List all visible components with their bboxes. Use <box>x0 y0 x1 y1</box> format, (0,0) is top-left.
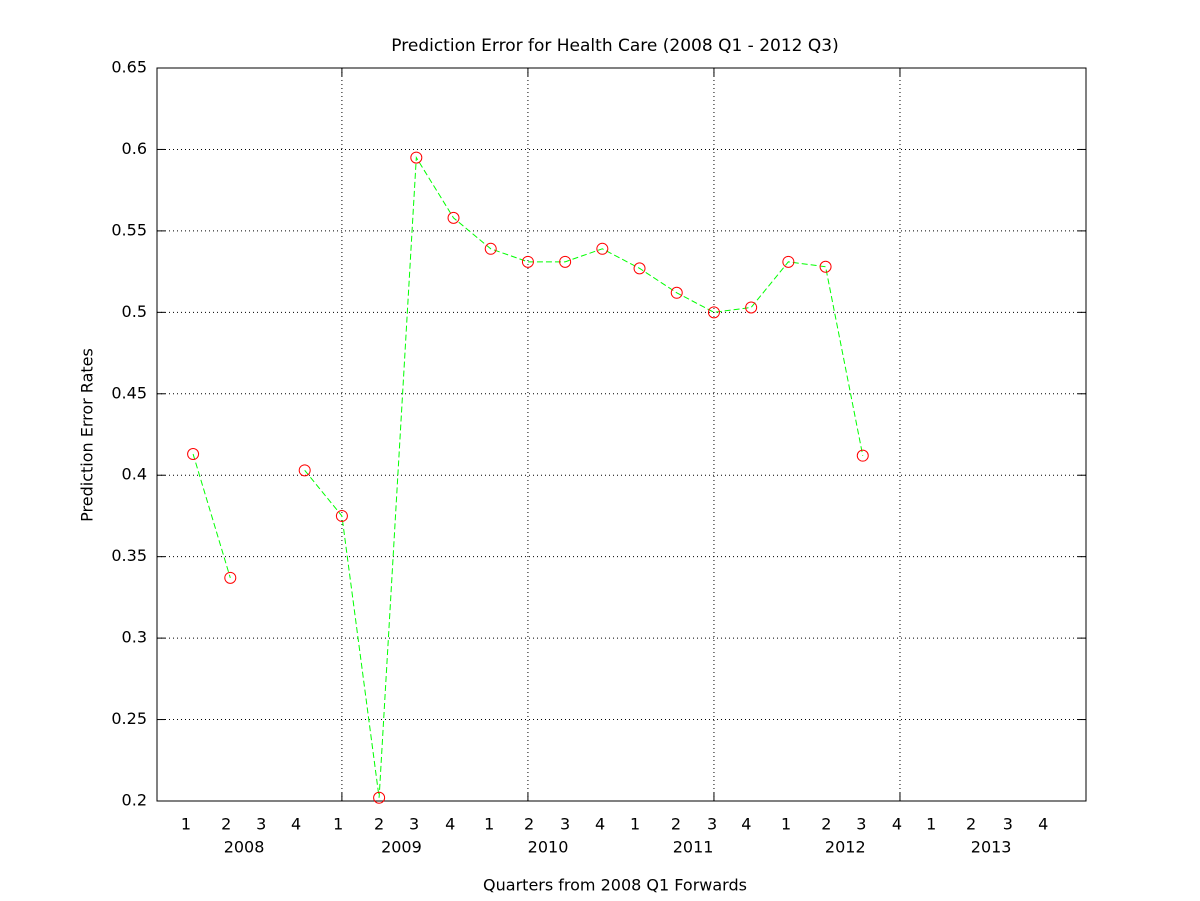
y-tick-label: 0.65 <box>111 58 147 77</box>
x-tick-label: 1 <box>781 815 791 834</box>
x-tick-label: 2 <box>966 815 976 834</box>
x-tick-label: 2 <box>524 815 534 834</box>
y-tick-label: 0.35 <box>111 546 147 565</box>
data-point <box>373 791 386 804</box>
data-point <box>410 151 423 164</box>
x-tick-label: 4 <box>595 815 605 834</box>
y-tick-label: 0.3 <box>122 628 147 647</box>
year-label: 2009 <box>381 838 422 857</box>
y-tick-label: 0.4 <box>122 465 147 484</box>
data-point <box>335 509 348 522</box>
x-tick-label: 2 <box>221 815 231 834</box>
data-point <box>521 255 534 268</box>
data-point <box>782 255 795 268</box>
x-tick-label: 4 <box>741 815 751 834</box>
y-tick-label: 0.5 <box>122 302 147 321</box>
y-tick-label: 0.2 <box>122 791 147 810</box>
year-label: 2011 <box>673 838 714 857</box>
y-tick-label: 0.6 <box>122 139 147 158</box>
x-tick-label: 3 <box>707 815 717 834</box>
x-tick-label: 2 <box>374 815 384 834</box>
x-tick-label: 1 <box>484 815 494 834</box>
x-tick-label: 2 <box>671 815 681 834</box>
x-tick-label: 1 <box>630 815 640 834</box>
plot-frame <box>156 67 1087 802</box>
x-tick-label: 3 <box>256 815 266 834</box>
x-tick-label: 4 <box>892 815 902 834</box>
year-label: 2008 <box>224 838 265 857</box>
year-label: 2010 <box>528 838 569 857</box>
data-line <box>192 155 864 798</box>
x-tick-label: 3 <box>560 815 570 834</box>
data-point <box>224 571 237 584</box>
data-point <box>187 448 200 461</box>
data-point <box>745 301 758 314</box>
data-point <box>596 242 609 255</box>
x-tick-label: 1 <box>181 815 191 834</box>
x-tick-label: 2 <box>821 815 831 834</box>
y-axis-label: Prediction Error Rates <box>78 348 97 522</box>
x-tick-label: 3 <box>409 815 419 834</box>
x-tick-label: 4 <box>1038 815 1048 834</box>
x-tick-label: 4 <box>445 815 455 834</box>
x-axis-label: Quarters from 2008 Q1 Forwards <box>483 876 747 895</box>
data-point <box>819 260 832 273</box>
data-point <box>633 262 646 275</box>
x-tick-label: 3 <box>1003 815 1013 834</box>
y-tick-label: 0.45 <box>111 383 147 402</box>
data-point <box>484 242 497 255</box>
y-tick-label: 0.55 <box>111 220 147 239</box>
x-tick-label: 1 <box>333 815 343 834</box>
data-point <box>707 306 720 319</box>
year-label: 2013 <box>971 838 1012 857</box>
year-label: 2012 <box>825 838 866 857</box>
x-tick-label: 4 <box>291 815 301 834</box>
data-point <box>559 255 572 268</box>
data-point <box>856 449 869 462</box>
data-point <box>298 464 311 477</box>
y-tick-label: 0.25 <box>111 709 147 728</box>
x-tick-label: 1 <box>926 815 936 834</box>
data-point <box>447 211 460 224</box>
data-point <box>670 286 683 299</box>
chart-title: Prediction Error for Health Care (2008 Q… <box>391 36 838 56</box>
x-tick-label: 3 <box>856 815 866 834</box>
